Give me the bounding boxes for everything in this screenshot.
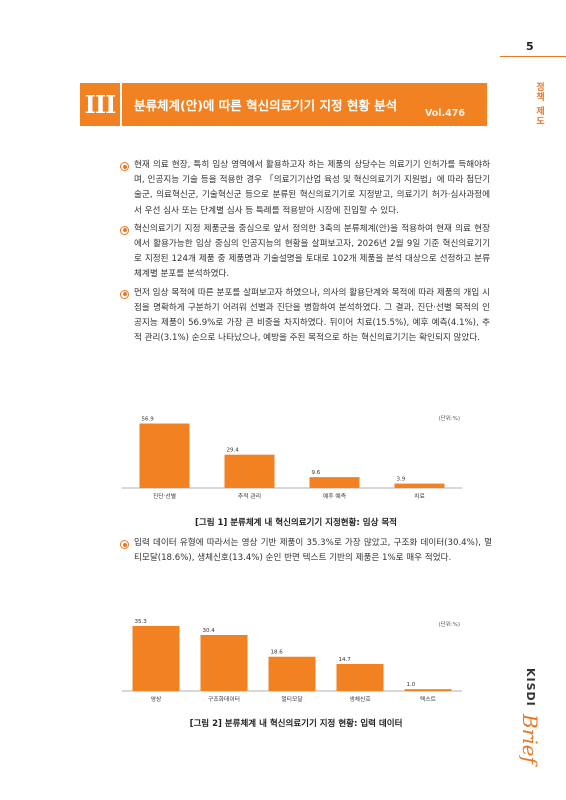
paragraph-text: 현재 의료 현장, 특히 임상 영역에서 활용하고자 하는 제품의 상당수는 의… — [134, 160, 490, 216]
paragraph-after-figure-1: 입력 데이터 유형에 따라서는 영상 기반 제품이 35.3%로 가장 많았고,… — [120, 536, 492, 569]
chart-bar — [200, 635, 248, 691]
chart-value-label: 30.4 — [203, 628, 216, 634]
section-number-box: III — [80, 83, 122, 126]
chart-bar — [394, 483, 445, 488]
chart-category-label: 텍스트 — [420, 696, 437, 703]
chart-value-label: 3.9 — [397, 477, 406, 483]
bullet-icon — [120, 162, 129, 171]
page-number: 5 — [526, 40, 534, 53]
body-paragraphs: 현재 의료 현장, 특히 임상 영역에서 활용하고자 하는 제품의 상당수는 의… — [120, 158, 490, 349]
chart-clinical-purpose-svg: (단위:%) 56.9 진단·선별 29.4 추적 관리 9.6 예후 예측 3.9 치료 — [122, 414, 462, 500]
chart-bar — [309, 477, 360, 488]
chart-category-label: 구조화데이터 — [208, 695, 240, 703]
chart-bar — [132, 625, 180, 691]
chart-category-label: 예후 예측 — [323, 492, 347, 500]
chart-category-label: 영상 — [151, 695, 162, 703]
chart-category-label: 추적 관리 — [238, 492, 261, 500]
chart-value-label: 35.3 — [135, 619, 148, 625]
chart-category-label: 생체신호 — [349, 695, 371, 703]
chart-category-label: 진단·선별 — [153, 492, 176, 500]
chart-unit-label: (단위:%) — [439, 414, 461, 422]
chart-value-label: 29.4 — [227, 448, 240, 454]
paragraph-text: 입력 데이터 유형에 따라서는 영상 기반 제품이 35.3%로 가장 많았고,… — [134, 538, 492, 564]
chart-input-data: (단위:%) 35.3 영상 30.4 구조화데이터 18.6 멀티모달 14.7 생체신호 1.… — [122, 614, 462, 710]
bullet-icon — [120, 540, 129, 549]
figure-1-caption: [그림 1] 분류체계 내 혁신의료기기 지정현황: 임상 목적 — [194, 518, 398, 528]
paragraph-4: 입력 데이터 유형에 따라서는 영상 기반 제품이 35.3%로 가장 많았고,… — [120, 536, 492, 566]
section-number: III — [84, 90, 117, 119]
chart-bar — [404, 689, 452, 691]
section-title: 분류체계(안)에 따른 혁신의료기기 지정 현황 분석 — [134, 98, 398, 113]
chart-category-label: 치료 — [414, 492, 425, 500]
paragraph-1: 현재 의료 현장, 특히 임상 영역에서 활용하고자 하는 제품의 상당수는 의… — [120, 158, 490, 219]
bullet-icon — [120, 225, 129, 235]
chart-clinical-purpose: (단위:%) 56.9 진단·선별 29.4 추적 관리 9.6 예후 예측 3.9 치료 — [122, 408, 462, 508]
chart-value-label: 56.9 — [142, 417, 155, 423]
paragraph-text: 먼저 임상 목적에 따른 분포를 살펴보고자 하였으나, 의사의 활용단계와 목… — [134, 287, 490, 344]
paragraph-3: 먼저 임상 목적에 따른 분포를 살펴보고자 하였으나, 의사의 활용단계와 목… — [120, 286, 490, 347]
paragraph-2: 혁신의료기기 지정 제품군을 중심으로 앞서 정의한 3축의 분류체계(안)을 … — [120, 222, 490, 283]
bullet-icon — [120, 289, 129, 299]
chart-value-label: 14.7 — [339, 657, 352, 663]
brand-logo: KISDI Brief — [518, 668, 542, 764]
chart-bar — [224, 454, 275, 488]
figure-2-caption: [그림 2] 분류체계 내 혁신의료기기 지정 현황: 입력 데이터 — [189, 719, 403, 729]
chart-category-label: 멀티모달 — [281, 695, 303, 703]
chart-value-label: 18.6 — [271, 650, 284, 656]
section-header: III 분류체계(안)에 따른 혁신의료기기 지정 현황 분석 Vol.476 — [80, 83, 487, 126]
side-category-label: 정책 제도 — [534, 82, 544, 127]
brand-name: KISDI — [524, 668, 537, 707]
chart-input-data-svg: (단위:%) 35.3 영상 30.4 구조화데이터 18.6 멀티모달 14.7 생체신호 1.… — [122, 619, 462, 703]
chart-value-label: 1.0 — [407, 682, 416, 688]
chart-value-label: 9.6 — [312, 470, 321, 476]
paragraph-text: 혁신의료기기 지정 제품군을 중심으로 앞서 정의한 3축의 분류체계(안)을 … — [134, 223, 490, 280]
brand-series: Brief — [518, 713, 542, 764]
chart-unit-label: (단위:%) — [439, 620, 461, 628]
chart-bar — [336, 663, 384, 691]
volume-label: Vol.476 — [424, 108, 465, 119]
chart-bar — [268, 656, 316, 691]
side-rule — [500, 56, 566, 57]
chart-bar — [139, 423, 190, 488]
